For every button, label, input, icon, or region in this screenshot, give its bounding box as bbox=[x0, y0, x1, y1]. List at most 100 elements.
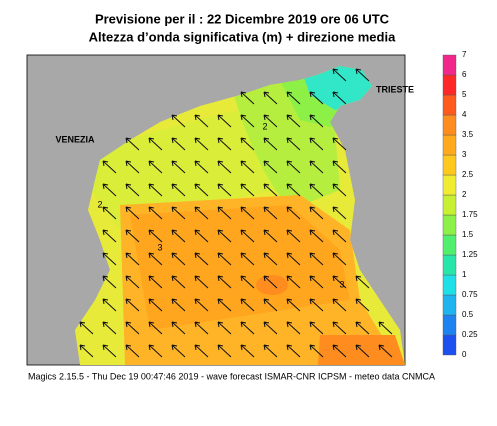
arrow bbox=[263, 275, 278, 289]
arrow bbox=[217, 137, 232, 151]
arrow bbox=[125, 206, 140, 220]
arrow bbox=[171, 344, 186, 358]
arrow bbox=[240, 114, 255, 128]
colorbar-band bbox=[442, 194, 457, 216]
direction-arrows bbox=[79, 68, 393, 358]
contour-label: 2 bbox=[262, 121, 267, 131]
colorbar-label: 2.5 bbox=[462, 170, 474, 179]
arrow bbox=[378, 344, 393, 358]
arrow bbox=[286, 344, 301, 358]
colorbar-label: 7 bbox=[462, 50, 467, 59]
colorbar-label: 1.75 bbox=[462, 210, 478, 219]
arrow bbox=[263, 344, 278, 358]
arrow bbox=[194, 275, 209, 289]
arrow bbox=[332, 91, 347, 105]
arrow bbox=[171, 206, 186, 220]
arrow bbox=[79, 321, 94, 335]
arrow bbox=[332, 275, 347, 289]
arrow bbox=[194, 321, 209, 335]
colorbar-label: 2 bbox=[462, 190, 467, 199]
arrow bbox=[355, 68, 370, 82]
arrow bbox=[125, 252, 140, 266]
arrow bbox=[263, 206, 278, 220]
arrow bbox=[148, 183, 163, 197]
arrow bbox=[148, 275, 163, 289]
colorbar-band bbox=[442, 114, 457, 136]
arrow bbox=[263, 137, 278, 151]
arrow bbox=[263, 160, 278, 174]
arrow bbox=[332, 183, 347, 197]
arrow bbox=[240, 298, 255, 312]
arrow bbox=[171, 229, 186, 243]
arrow bbox=[332, 321, 347, 335]
arrow bbox=[332, 137, 347, 151]
colorbar-label: 1 bbox=[462, 270, 467, 279]
arrow bbox=[309, 114, 324, 128]
arrow bbox=[240, 344, 255, 358]
arrow bbox=[217, 298, 232, 312]
colorbar-band bbox=[442, 74, 457, 96]
arrow bbox=[217, 321, 232, 335]
arrow bbox=[102, 206, 117, 220]
arrow bbox=[332, 206, 347, 220]
arrow bbox=[309, 91, 324, 105]
arrow bbox=[332, 298, 347, 312]
title: Previsione per il : 22 Dicembre 2019 ore… bbox=[95, 11, 390, 26]
arrow bbox=[194, 206, 209, 220]
contour-label: 3 bbox=[157, 242, 162, 252]
arrow bbox=[194, 229, 209, 243]
arrow bbox=[309, 137, 324, 151]
colorbar-band bbox=[442, 334, 457, 356]
arrow bbox=[194, 137, 209, 151]
arrow bbox=[125, 160, 140, 174]
footer: Magics 2.15.5 - Thu Dec 19 00:47:46 2019… bbox=[28, 371, 435, 381]
arrow bbox=[378, 321, 393, 335]
arrow bbox=[148, 137, 163, 151]
arrow bbox=[217, 229, 232, 243]
arrow bbox=[309, 183, 324, 197]
arrow bbox=[125, 344, 140, 358]
arrow bbox=[217, 206, 232, 220]
arrow bbox=[148, 298, 163, 312]
colorbar-label: 0 bbox=[462, 350, 467, 359]
arrow bbox=[332, 344, 347, 358]
arrow bbox=[194, 252, 209, 266]
colorbar-band bbox=[442, 94, 457, 116]
arrow bbox=[286, 321, 301, 335]
arrow bbox=[171, 252, 186, 266]
arrow bbox=[148, 160, 163, 174]
arrow bbox=[309, 321, 324, 335]
colorbar-label: 5 bbox=[462, 90, 467, 99]
colorbar-label: 3 bbox=[462, 150, 467, 159]
arrow bbox=[240, 160, 255, 174]
arrow bbox=[240, 183, 255, 197]
place-label: TRIESTE bbox=[376, 84, 414, 94]
arrow bbox=[217, 114, 232, 128]
subtitle: Altezza d’onda significativa (m) + direz… bbox=[89, 29, 396, 44]
arrow bbox=[286, 206, 301, 220]
arrow bbox=[309, 275, 324, 289]
arrow bbox=[125, 321, 140, 335]
arrow bbox=[263, 91, 278, 105]
arrow bbox=[332, 68, 347, 82]
arrow bbox=[217, 160, 232, 174]
arrow bbox=[171, 137, 186, 151]
colorbar-band bbox=[442, 174, 457, 196]
arrow bbox=[286, 229, 301, 243]
colorbar-band bbox=[442, 134, 457, 156]
arrow bbox=[171, 275, 186, 289]
arrow bbox=[240, 252, 255, 266]
arrow bbox=[332, 229, 347, 243]
arrow bbox=[102, 252, 117, 266]
arrow bbox=[332, 252, 347, 266]
colorbar-label: 0.5 bbox=[462, 310, 474, 319]
arrow bbox=[194, 160, 209, 174]
colorbar-band bbox=[442, 294, 457, 316]
arrow bbox=[102, 321, 117, 335]
arrow bbox=[263, 229, 278, 243]
arrow bbox=[286, 275, 301, 289]
arrow bbox=[309, 229, 324, 243]
arrow bbox=[263, 183, 278, 197]
arrow bbox=[286, 114, 301, 128]
arrow bbox=[148, 252, 163, 266]
